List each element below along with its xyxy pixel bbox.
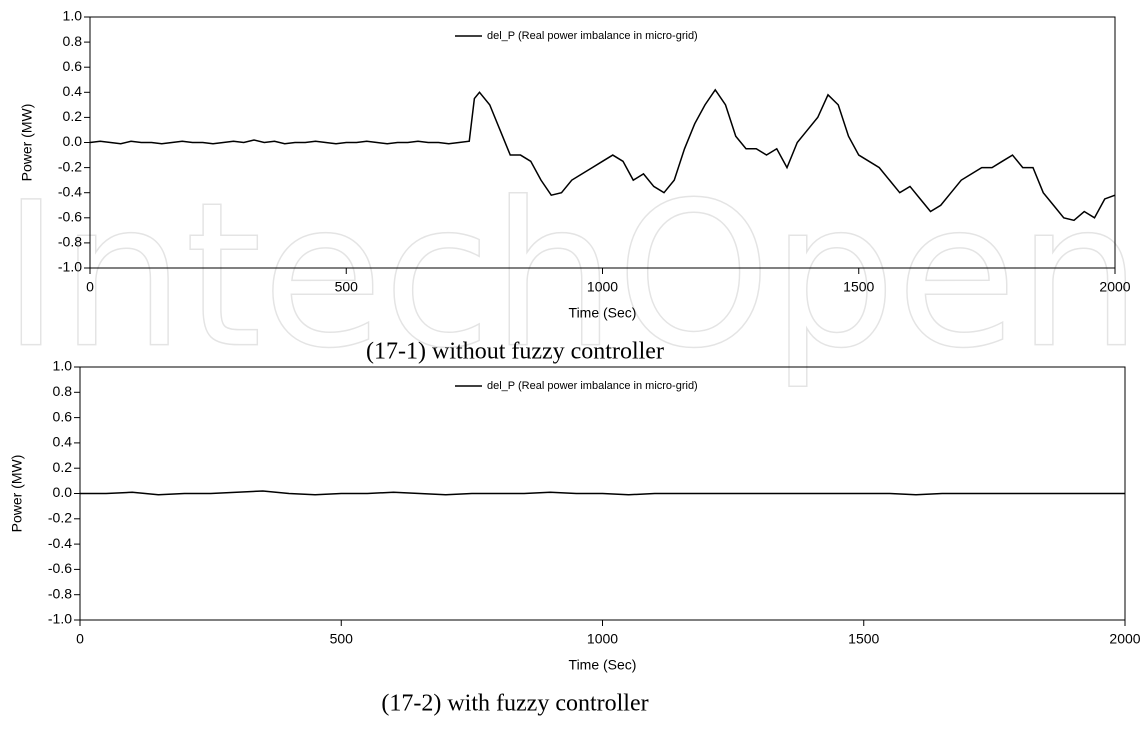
watermark: IntechOpen — [2, 160, 1142, 393]
y-tick-label: 0.0 — [53, 484, 73, 500]
y-tick-label: 0.2 — [63, 108, 83, 124]
y-tick-label: -0.2 — [58, 158, 82, 174]
y-tick-label: 1.0 — [53, 358, 73, 374]
y-tick-label: -0.8 — [48, 585, 72, 601]
y-tick-label: -0.2 — [48, 510, 72, 526]
y-tick-label: 0.4 — [53, 434, 73, 450]
y-tick-label: -1.0 — [48, 611, 72, 627]
y-tick-label: -0.8 — [58, 234, 82, 250]
data-line — [80, 490, 1125, 496]
x-axis-title: Time (Sec) — [569, 305, 637, 321]
x-tick-label: 500 — [335, 279, 359, 295]
y-axis-title: Power (MW) — [9, 455, 25, 533]
y-tick-label: -1.0 — [58, 259, 82, 275]
x-tick-label: 2000 — [1099, 279, 1130, 295]
y-tick-label: 0.6 — [63, 58, 83, 74]
y-tick-label: 1.0 — [63, 8, 83, 24]
x-tick-label: 0 — [76, 631, 84, 647]
y-tick-label: 0.0 — [63, 133, 83, 149]
y-tick-label: 0.6 — [53, 408, 73, 424]
x-tick-label: 1000 — [587, 631, 618, 647]
legend-label: del_P (Real power imbalance in micro-gri… — [487, 30, 698, 42]
caption: (17-2) with fuzzy controller — [381, 691, 648, 717]
x-axis-title: Time (Sec) — [569, 657, 637, 673]
y-tick-label: -0.6 — [58, 209, 82, 225]
x-tick-label: 0 — [86, 279, 94, 295]
caption: (17-1) without fuzzy controller — [366, 339, 664, 365]
y-tick-label: 0.4 — [63, 83, 83, 99]
x-tick-label: 1000 — [587, 279, 618, 295]
x-tick-label: 500 — [330, 631, 354, 647]
y-tick-label: 0.8 — [63, 33, 83, 49]
y-tick-label: 0.8 — [53, 383, 73, 399]
x-tick-label: 2000 — [1109, 631, 1140, 647]
data-line — [89, 88, 1116, 222]
legend-label: del_P (Real power imbalance in micro-gri… — [487, 380, 698, 392]
x-tick-label: 1500 — [843, 279, 874, 295]
y-tick-label: -0.6 — [48, 560, 72, 576]
y-tick-label: -0.4 — [48, 535, 72, 551]
y-tick-label: 0.2 — [53, 459, 73, 475]
y-tick-label: -0.4 — [58, 183, 82, 199]
x-tick-label: 1500 — [848, 631, 879, 647]
y-axis-title: Power (MW) — [19, 104, 35, 182]
